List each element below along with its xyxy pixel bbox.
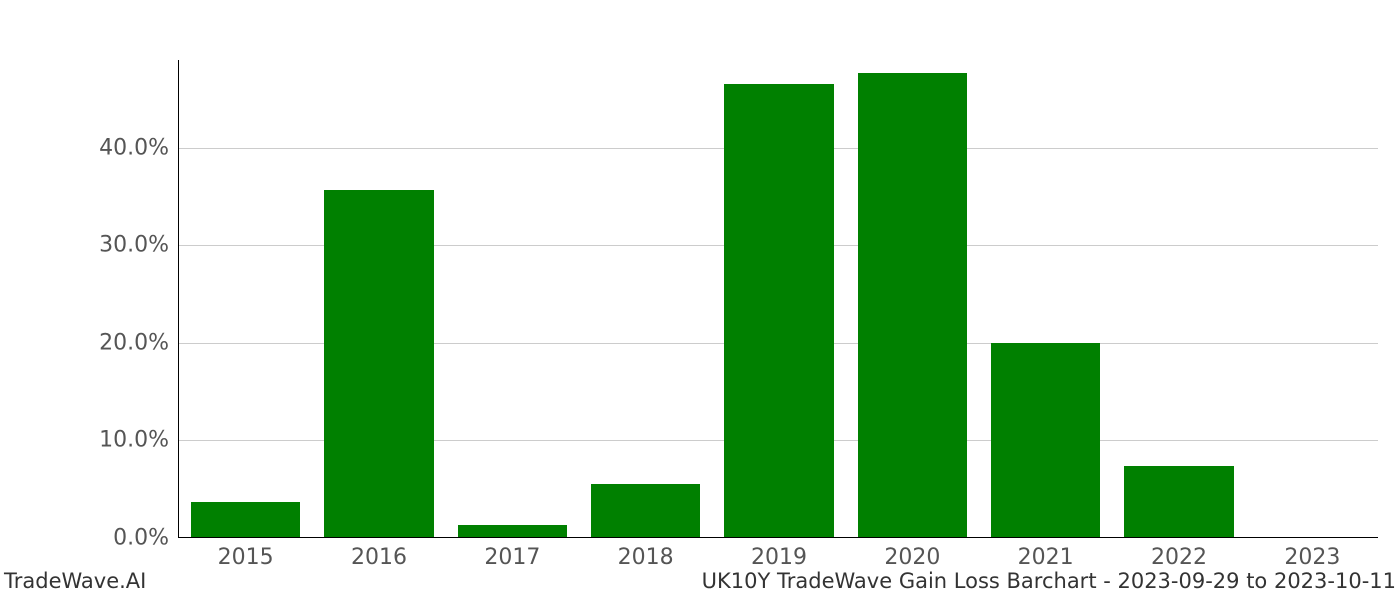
bar	[991, 343, 1100, 537]
y-tick-label: 20.0%	[99, 330, 179, 355]
bar	[858, 73, 967, 537]
x-tick-label: 2019	[751, 537, 807, 570]
plot-area: 0.0%10.0%20.0%30.0%40.0%2015201620172018…	[178, 60, 1378, 538]
y-tick-label: 30.0%	[99, 233, 179, 258]
bar	[591, 484, 700, 537]
x-tick-label: 2017	[484, 537, 540, 570]
y-tick-label: 40.0%	[99, 135, 179, 160]
y-tick-label: 10.0%	[99, 428, 179, 453]
chart-stage: 0.0% 10.0% 20.0% 30.0% 40.0% 2015 2016 2017 2018…	[0, 0, 1400, 600]
y-tick-label: 0.0%	[113, 526, 179, 551]
brand-watermark: TradeWave.AI	[4, 569, 146, 593]
bar	[191, 502, 300, 537]
bar	[458, 525, 567, 537]
bar	[724, 84, 833, 537]
bar	[1124, 466, 1233, 537]
x-tick-label: 2020	[884, 537, 940, 570]
x-tick-label: 2022	[1151, 537, 1207, 570]
x-tick-label: 2023	[1284, 537, 1340, 570]
x-tick-label: 2016	[351, 537, 407, 570]
x-tick-label: 2015	[218, 537, 274, 570]
chart-caption: UK10Y TradeWave Gain Loss Barchart - 202…	[702, 569, 1396, 593]
bar	[324, 190, 433, 537]
x-tick-label: 2021	[1018, 537, 1074, 570]
x-tick-label: 2018	[618, 537, 674, 570]
